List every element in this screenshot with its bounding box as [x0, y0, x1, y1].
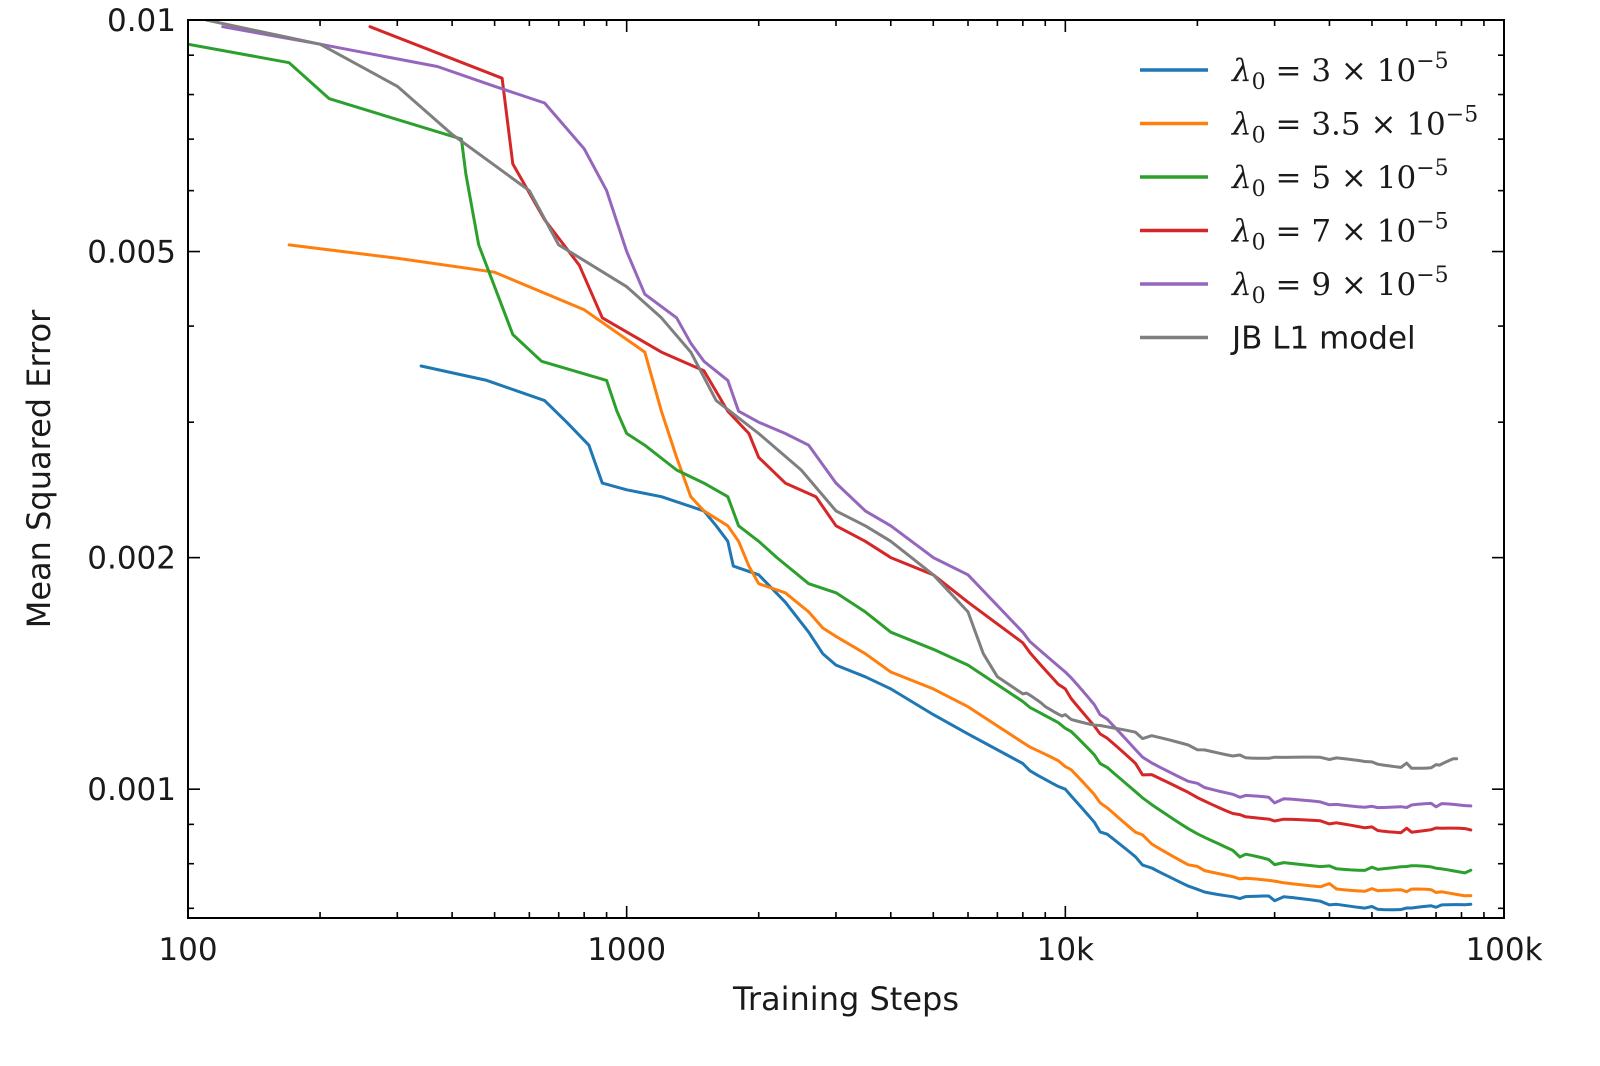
- legend-item: λ0 = 7 × 10−5: [1140, 210, 1449, 256]
- legend-label: λ0 = 3 × 10−5: [1230, 49, 1449, 95]
- series-line-6: [204, 20, 1459, 770]
- legend-label-sup: −5: [1416, 263, 1448, 288]
- legend-item: λ0 = 9 × 10−5: [1140, 263, 1449, 309]
- legend: λ0 = 3 × 10−5λ0 = 3.5 × 10−5λ0 = 5 × 10−…: [1140, 49, 1478, 357]
- legend-label-sup: −5: [1416, 156, 1448, 181]
- x-tick-label: 100: [158, 932, 217, 968]
- ticks-layer: 100 1000 10k 100k 0.001 0.002 0.005 0.01: [87, 3, 1542, 968]
- legend-item: λ0 = 3.5 × 10−5: [1140, 103, 1478, 149]
- y-axis-label: Mean Squared Error: [20, 309, 58, 628]
- legend-label-sub: 0: [1252, 177, 1266, 202]
- legend-label-sym: λ: [1230, 160, 1252, 196]
- x-tick-label: 100k: [1465, 932, 1542, 968]
- plot-frame: [187, 19, 1505, 919]
- legend-label-sym: λ: [1230, 53, 1252, 89]
- legend-label: λ0 = 9 × 10−5: [1230, 263, 1449, 309]
- legend-label-rest: = 7 × 10: [1266, 214, 1417, 250]
- legend-label-sup: −5: [1446, 103, 1478, 128]
- legend-label: λ0 = 5 × 10−5: [1230, 156, 1449, 202]
- legend-label-rest: = 9 × 10: [1266, 267, 1417, 303]
- legend-label: λ0 = 7 × 10−5: [1230, 210, 1449, 256]
- legend-label-sym: λ: [1230, 267, 1252, 303]
- legend-item: λ0 = 3 × 10−5: [1140, 49, 1449, 95]
- legend-label: JB L1 model: [1230, 321, 1416, 357]
- x-axis-label: Training Steps: [732, 980, 959, 1018]
- legend-item: λ0 = 5 × 10−5: [1140, 156, 1449, 202]
- y-tick-label: 0.002: [87, 541, 176, 577]
- legend-label-rest: = 5 × 10: [1266, 160, 1417, 196]
- legend-item: JB L1 model: [1140, 321, 1416, 357]
- legend-label-sym: λ: [1230, 107, 1252, 143]
- x-tick-label: 10k: [1037, 932, 1094, 968]
- legend-label-sym: λ: [1230, 214, 1252, 250]
- series-line-3: [188, 42, 1473, 875]
- legend-label-sub: 0: [1252, 124, 1266, 149]
- series-line-2: [287, 243, 1473, 898]
- legend-label-sub: 0: [1252, 284, 1266, 309]
- legend-label-rest: = 3.5 × 10: [1266, 107, 1446, 143]
- legend-label-sup: −5: [1416, 210, 1448, 235]
- series-line-5: [221, 25, 1473, 810]
- legend-label-sup: −5: [1416, 49, 1448, 74]
- legend-label-sub: 0: [1252, 231, 1266, 256]
- legend-label-rest: = 3 × 10: [1266, 53, 1417, 89]
- legend-label-sub: 0: [1252, 70, 1266, 95]
- series-line-4: [368, 25, 1473, 835]
- y-tick-label: 0.005: [87, 235, 176, 271]
- series-layer: [188, 20, 1473, 912]
- x-tick-label: 1000: [587, 932, 666, 968]
- series-line-1: [419, 364, 1473, 912]
- y-tick-label: 0.01: [107, 3, 176, 39]
- y-tick-label: 0.001: [87, 772, 176, 808]
- legend-label: λ0 = 3.5 × 10−5: [1230, 103, 1478, 149]
